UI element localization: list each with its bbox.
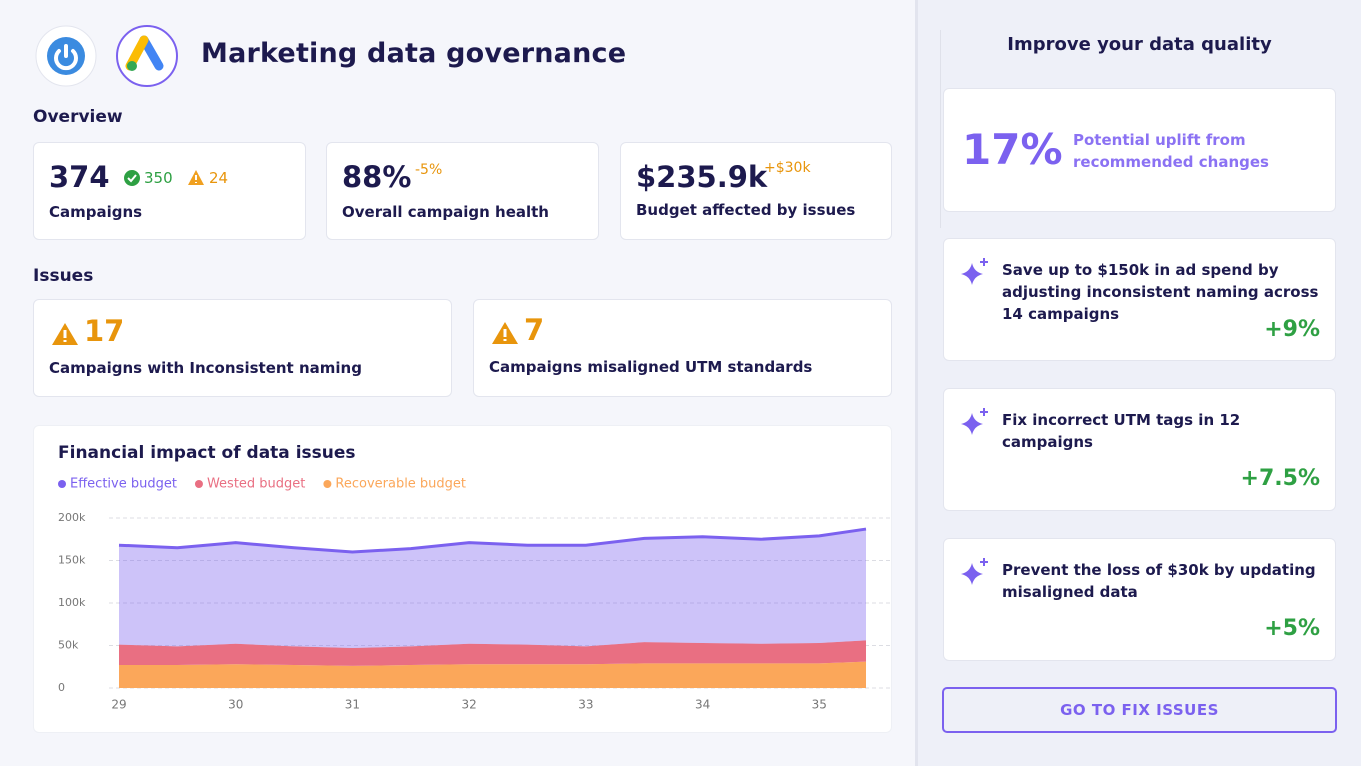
chart-card: Financial impact of data issues 0 50k 100k… xyxy=(33,425,892,733)
area-line xyxy=(118,527,867,554)
x-tick-label: 34 xyxy=(695,698,710,712)
issue-card: 17 Campaigns with Inconsistent naming xyxy=(33,299,452,397)
issue-label: Campaigns with Inconsistent naming xyxy=(49,359,362,377)
x-tick-label: 35 xyxy=(812,698,827,712)
stat-change: +$30k xyxy=(764,160,811,176)
chart: Financial impact of data issues 0 50k 100k… xyxy=(58,443,891,712)
issue-count: 7 xyxy=(524,313,545,347)
area xyxy=(119,529,866,649)
chart-title: Financial impact of data issues xyxy=(58,443,356,463)
stat-label: Overall campaign health xyxy=(342,203,549,221)
recommendation-gain: +7.5% xyxy=(1240,466,1320,491)
recommendation-text: Prevent the loss of $30k by updating mis… xyxy=(1002,561,1316,601)
recommendation-text: Save up to $150k in ad spend by adjustin… xyxy=(1002,261,1319,323)
sidebar: Improve your data quality 17% Potential … xyxy=(918,0,1361,766)
recommendation-card: Fix incorrect UTM tags in 12 campaigns +… xyxy=(943,388,1336,511)
recommendation-text: Fix incorrect UTM tags in 12 campaigns xyxy=(1002,411,1241,451)
legend-dot xyxy=(323,480,332,488)
x-tick-label: 32 xyxy=(462,698,477,712)
stat-card: $235.9k +$30k Budget affected by issues xyxy=(620,142,892,240)
issue-card: 7 Campaigns misaligned UTM standards xyxy=(473,299,892,397)
sidebar-rule xyxy=(940,30,941,228)
x-tick-label: 30 xyxy=(228,698,243,712)
main-panel: Marketing data governance Overview 374 3… xyxy=(33,25,892,733)
logos xyxy=(35,25,178,87)
warning-icon xyxy=(188,170,204,185)
area xyxy=(119,661,866,688)
sidebar-title: Improve your data quality xyxy=(1007,34,1272,55)
fix-issues-button[interactable]: GO TO FIX ISSUES xyxy=(942,687,1337,733)
area xyxy=(119,640,866,666)
uplift-label: Potential uplift from recommended change… xyxy=(1073,131,1269,171)
warning-icon xyxy=(52,323,78,345)
sparkle-icon xyxy=(961,408,988,435)
warning-icon xyxy=(492,322,518,344)
divider xyxy=(915,0,918,766)
stat-card: 374 350 24 Campaigns xyxy=(33,142,306,240)
stat-value: $235.9k xyxy=(636,160,768,194)
legend-dot xyxy=(194,480,203,488)
recommendation-gain: +5% xyxy=(1264,616,1320,641)
y-tick-label: 100k xyxy=(58,596,86,609)
y-tick-label: 50k xyxy=(58,639,79,652)
stat-label: Budget affected by issues xyxy=(636,201,856,219)
stat-value: 374 xyxy=(49,160,110,194)
sparkle-icon xyxy=(961,558,988,585)
recommendation-gain: +9% xyxy=(1264,317,1320,342)
uplift-card: 17% Potential uplift from recommended ch… xyxy=(943,88,1336,212)
uplift-value: 17% xyxy=(962,125,1063,174)
y-tick-label: 150k xyxy=(58,554,86,567)
stat-value: 88% xyxy=(342,160,412,194)
section-title: Issues xyxy=(33,266,94,286)
recommendation-card: Save up to $150k in ad spend by adjustin… xyxy=(943,238,1336,361)
x-tick-label: 31 xyxy=(345,698,360,712)
issue-count: 17 xyxy=(84,314,125,348)
legend-label: Wested budget xyxy=(207,477,305,492)
section-title: Overview xyxy=(33,107,123,127)
stat-label: Campaigns xyxy=(49,203,143,221)
x-tick-label: 33 xyxy=(578,698,593,712)
y-tick-label: 200k xyxy=(58,511,86,524)
recommendation-card: Prevent the loss of $30k by updating mis… xyxy=(943,538,1336,661)
issue-label: Campaigns misaligned UTM standards xyxy=(489,358,813,376)
ok-count: 350 xyxy=(144,169,173,187)
legend-label: Effective budget xyxy=(70,477,177,492)
x-tick-label: 29 xyxy=(111,698,126,712)
stat-change: -5% xyxy=(415,162,443,178)
page-title: Marketing data governance xyxy=(201,38,627,69)
warning-count: 24 xyxy=(209,169,229,187)
stat-card: 88% -5% Overall campaign health xyxy=(326,142,599,240)
sparkle-icon xyxy=(961,258,988,285)
legend-dot xyxy=(58,480,66,488)
legend-label: Recoverable budget xyxy=(335,477,466,492)
y-tick-label: 0 xyxy=(58,681,65,694)
ok-icon xyxy=(124,170,140,186)
